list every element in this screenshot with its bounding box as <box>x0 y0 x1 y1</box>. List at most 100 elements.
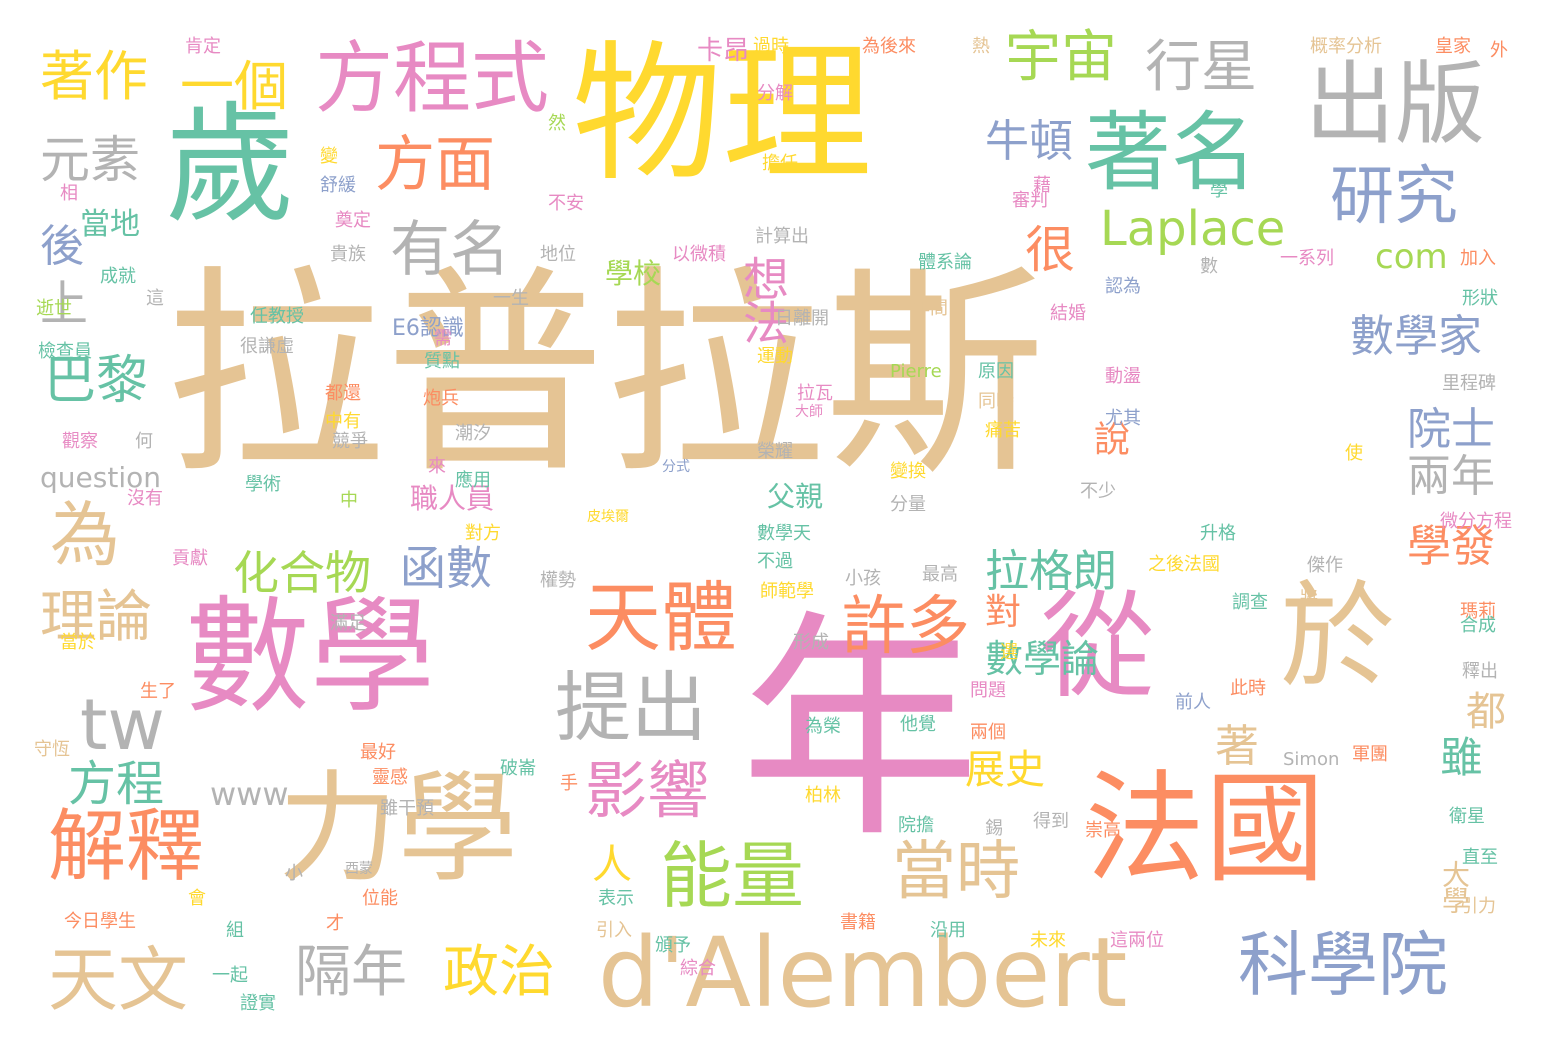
cloud-word: 學發 <box>1407 521 1495 572</box>
cloud-word: 著名 <box>1085 103 1257 203</box>
cloud-word: 分量 <box>890 494 926 515</box>
cloud-word: 卡昂 <box>697 36 750 66</box>
cloud-word: 合成 <box>1460 615 1496 636</box>
cloud-word: 天文 <box>48 939 188 1021</box>
cloud-word: 審判 <box>1012 190 1048 211</box>
cloud-word: 院士 <box>1407 404 1495 455</box>
cloud-word: 解釋 <box>48 802 205 892</box>
cloud-word: 著作 <box>40 45 148 108</box>
cloud-word: 人 <box>592 842 632 888</box>
cloud-word: 於 <box>1280 570 1396 704</box>
cloud-word: 為後來 <box>862 36 916 57</box>
cloud-word: Simon <box>1283 749 1340 770</box>
cloud-word: 表示 <box>598 888 634 909</box>
cloud-word: 得到 <box>1033 811 1069 832</box>
cloud-word: 擔任 <box>762 153 798 174</box>
cloud-word: 檢查員 <box>38 341 92 362</box>
cloud-word: 日離開 <box>775 308 829 329</box>
cloud-word: 前人 <box>1175 692 1211 713</box>
cloud-word: 認為 <box>1105 276 1141 297</box>
cloud-word: 今日學生 <box>64 911 136 932</box>
cloud-word: 分式 <box>662 459 690 475</box>
cloud-word: 理論 <box>40 585 152 650</box>
cloud-word: 貢獻 <box>172 548 208 569</box>
cloud-word: 父親 <box>767 480 824 513</box>
cloud-word: tw <box>80 684 165 766</box>
cloud-word: 為榮 <box>805 716 841 737</box>
cloud-word: 來 <box>428 456 446 477</box>
cloud-word: Pierre <box>890 361 942 382</box>
cloud-word: 衛星 <box>1449 806 1485 827</box>
cloud-word: 年 <box>740 590 981 870</box>
cloud-word: 原因 <box>978 361 1014 382</box>
cloud-word: 以微積 <box>672 244 726 265</box>
cloud-word: 靈感 <box>372 767 408 788</box>
cloud-word: 藉 <box>1033 175 1051 196</box>
cloud-word: 體系論 <box>918 252 972 273</box>
cloud-word: 未來 <box>1030 930 1066 951</box>
cloud-word: 兩個 <box>970 722 1006 743</box>
cloud-word: 數學天 <box>757 523 811 544</box>
cloud-word: 此時 <box>1230 678 1266 699</box>
cloud-word: 科學院 <box>1238 924 1448 1006</box>
cloud-word: 奠定 <box>335 210 371 231</box>
cloud-word: 組 <box>226 920 244 941</box>
cloud-word: 傑作 <box>1307 555 1343 576</box>
cloud-word: 中有 <box>325 411 361 432</box>
cloud-word: 學校 <box>605 257 662 290</box>
cloud-word: 引力 <box>1460 896 1496 917</box>
cloud-word: 歲 <box>165 89 296 241</box>
cloud-word: 熱 <box>972 36 990 57</box>
cloud-word: 從 <box>1040 580 1156 714</box>
cloud-word: 加入 <box>1460 248 1496 269</box>
cloud-word: 研究 <box>1330 160 1458 234</box>
cloud-word: 頒予 <box>655 935 691 956</box>
cloud-word: 小 <box>285 863 303 884</box>
cloud-word: 錫 <box>985 818 1003 839</box>
cloud-word: 年間 <box>912 298 948 319</box>
cloud-word: www <box>210 775 289 813</box>
cloud-word: 尤其 <box>1105 408 1141 429</box>
cloud-word: 使 <box>1345 443 1363 464</box>
cloud-word: 拉普拉斯 <box>165 247 1046 503</box>
cloud-word: 函數 <box>400 541 492 595</box>
cloud-word: 方程式 <box>315 34 550 124</box>
cloud-word: 成就 <box>100 266 136 287</box>
cloud-word: 一起 <box>212 965 248 986</box>
cloud-word: 崇高 <box>1085 820 1121 841</box>
cloud-word: 著 <box>1215 721 1259 772</box>
cloud-word: 雖 <box>1434 735 1483 775</box>
cloud-word: 然 <box>548 113 566 134</box>
cloud-word: 里程碑 <box>1442 373 1496 394</box>
cloud-word: 變換 <box>890 461 926 482</box>
cloud-word: 為 <box>50 494 120 576</box>
cloud-word: 天體 <box>585 573 737 662</box>
cloud-word: 形成 <box>793 632 829 653</box>
cloud-word: 概率分析 <box>1310 36 1382 57</box>
cloud-word: 相 <box>60 183 78 204</box>
cloud-word: 數學論 <box>985 637 1100 681</box>
cloud-word: 行星 <box>1145 35 1257 100</box>
cloud-word: 皇家 <box>1435 36 1471 57</box>
cloud-word: 炮兵 <box>423 388 459 409</box>
cloud-word: 政治 <box>443 940 555 1005</box>
cloud-word: 微分方程 <box>1440 511 1512 532</box>
cloud-word: 競爭 <box>332 431 368 452</box>
cloud-word: 將 <box>1300 588 1318 609</box>
cloud-word: 不少 <box>1080 481 1116 502</box>
cloud-word: 這兩位 <box>1110 930 1164 951</box>
cloud-word: 物理 <box>572 28 873 202</box>
cloud-word: 肯定 <box>185 36 221 57</box>
cloud-word: 元素 <box>40 131 140 189</box>
cloud-word: 生了 <box>140 681 176 702</box>
cloud-word: 破崙 <box>500 758 536 779</box>
cloud-word: question <box>40 461 161 494</box>
cloud-word: 他覺 <box>900 714 936 735</box>
cloud-word: 數學 <box>185 585 435 730</box>
cloud-word: 潮汐 <box>455 423 491 444</box>
cloud-word: 皮埃爾 <box>587 509 629 525</box>
cloud-word: 瑪莉 <box>1460 601 1496 622</box>
cloud-word: d'Alembert <box>598 917 1128 1029</box>
cloud-word: 應用 <box>455 470 491 491</box>
cloud-word: 大師 <box>795 404 823 420</box>
